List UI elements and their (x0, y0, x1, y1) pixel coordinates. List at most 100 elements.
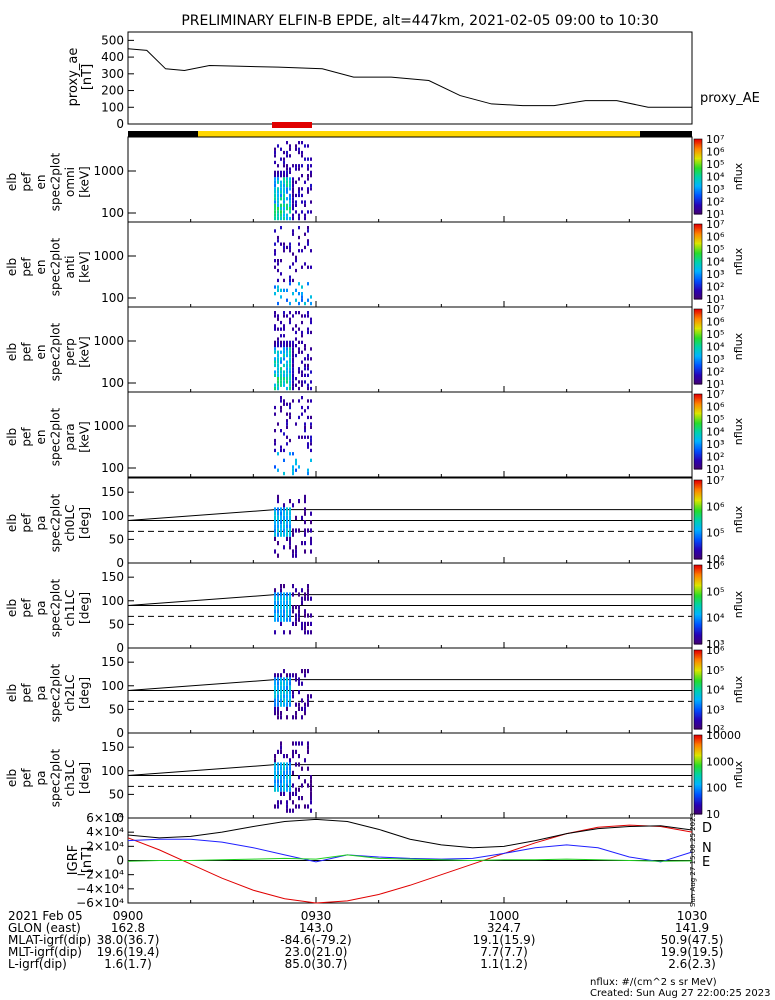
pitch-angle-bin (295, 702, 297, 707)
colorbar-segment (694, 344, 702, 346)
spectrogram-bin (301, 141, 303, 145)
spectrogram-bin (301, 210, 303, 214)
footer-row-mlat: MLAT-igrf(dip) (8, 934, 91, 946)
spectrogram-bin (274, 150, 276, 155)
panel-ylabel: en (34, 430, 48, 445)
colorbar-segment (694, 495, 702, 498)
colorbar-segment (694, 807, 702, 810)
spectrogram-bin (304, 301, 306, 306)
spectrogram-bin (307, 367, 309, 371)
colorbar-segment (694, 236, 702, 239)
spectrogram-bin (286, 197, 288, 201)
spectrogram-bin (304, 144, 306, 148)
spectrogram-bin (274, 190, 276, 194)
pitch-angle-bin (292, 549, 294, 554)
pitch-angle-bin (274, 762, 276, 767)
spectrogram-bin (298, 327, 300, 331)
axis-tick-label: 150 (101, 570, 124, 584)
colorbar-segment (694, 652, 702, 655)
pitch-angle-bin (289, 613, 291, 618)
footer-value: 50.9(47.5) (660, 933, 724, 947)
spectrogram-bin (274, 370, 276, 374)
pitch-angle-bin (274, 804, 276, 809)
pitch-angle-bin (289, 673, 291, 678)
spectrogram-bin (274, 429, 276, 433)
pitch-angle-bin (277, 532, 279, 537)
spectrogram-bin (292, 183, 294, 188)
pitch-angle-bin (298, 796, 300, 801)
spectrogram-bin (298, 367, 300, 371)
spectrogram-bin (307, 405, 309, 410)
pitch-angle-bin (286, 524, 288, 529)
spectrogram-bin (286, 386, 288, 391)
spectrogram-bin (307, 157, 309, 161)
colorbar-segment (694, 774, 702, 777)
igrf-ylabel-units: [nT] (80, 847, 95, 873)
colorbar-segment (694, 239, 702, 241)
pitch-angle-bin (301, 588, 303, 593)
spectrogram-bin (307, 386, 309, 391)
footer-value: 162.8 (110, 921, 146, 935)
spectrogram-bin (277, 174, 279, 178)
spectrogram-bin (286, 422, 288, 426)
pitch-angle-bin (298, 775, 300, 780)
colorbar-segment (694, 583, 702, 586)
spectrogram-bin (301, 285, 303, 289)
colorbar-segment (694, 465, 702, 468)
colorbar-segment (694, 758, 702, 761)
spectrogram-bin (292, 193, 294, 198)
pitch-angle-bin (277, 528, 279, 533)
spectrogram-bin (304, 216, 306, 221)
pitch-angle-bin (304, 494, 306, 499)
spectrogram-bin (286, 425, 288, 429)
spectrogram-bin (274, 340, 276, 344)
pitch-angle-bin (295, 787, 297, 792)
panel-ylabel: spec2plot (49, 493, 63, 552)
pitch-angle-bin (283, 511, 285, 516)
spectrogram-bin (298, 282, 300, 286)
colorbar-segment (694, 659, 702, 662)
axis-tick-label: 100 (101, 206, 124, 220)
colorbar-segment (694, 578, 702, 581)
panel-frame (127, 221, 693, 308)
colorbar-segment (694, 557, 702, 560)
pitch-angle-bin (307, 613, 309, 618)
axis-tick-label: 0 (116, 641, 124, 655)
pitch-angle-bin (286, 770, 288, 775)
colorbar-segment (694, 570, 702, 573)
colorbar-segment (694, 167, 702, 170)
colorbar-segment (694, 795, 702, 798)
pitch-angle-bin (307, 741, 309, 746)
spectrogram-bin (280, 340, 282, 344)
colorbar-segment (694, 287, 702, 290)
spectrogram-bin (301, 334, 303, 338)
pitch-angle-bin (286, 800, 288, 805)
pitch-angle-bin (295, 741, 297, 746)
colorbar-segment (694, 454, 702, 456)
spectrogram-bin (292, 386, 294, 391)
colorbar-segment (694, 798, 702, 801)
pitch-angle-bin (277, 494, 279, 499)
colorbar-frame (693, 308, 703, 385)
panel-ylabel: ch3LC (63, 760, 77, 797)
pitch-angle-bin (289, 541, 291, 546)
pitch-angle-bin (274, 766, 276, 771)
pitch-angle-bin (277, 770, 279, 775)
pitch-angle-bin (274, 787, 276, 792)
panel-ylabel: pa (34, 771, 48, 786)
spectrogram-bin (274, 357, 276, 361)
colorbar-segment (694, 446, 702, 449)
colorbar-segment (694, 714, 702, 717)
spectrogram-bin (280, 147, 282, 151)
colorbar-segment (694, 435, 702, 438)
pitch-angle-bin (310, 694, 312, 699)
colorbar-segment (694, 327, 702, 330)
pitch-angle-bin (304, 630, 306, 635)
colorbar-segment (694, 139, 702, 141)
pitch-angle-bin (280, 690, 282, 695)
spectrogram-bin (304, 203, 306, 207)
colorbar-segment (694, 553, 702, 556)
colorbar-segment (694, 748, 702, 751)
pitch-angle-bin (283, 515, 285, 520)
spectrogram-bin (307, 229, 309, 233)
